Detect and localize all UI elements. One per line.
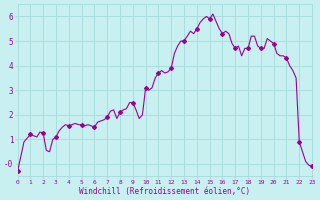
X-axis label: Windchill (Refroidissement éolien,°C): Windchill (Refroidissement éolien,°C)	[79, 187, 250, 196]
